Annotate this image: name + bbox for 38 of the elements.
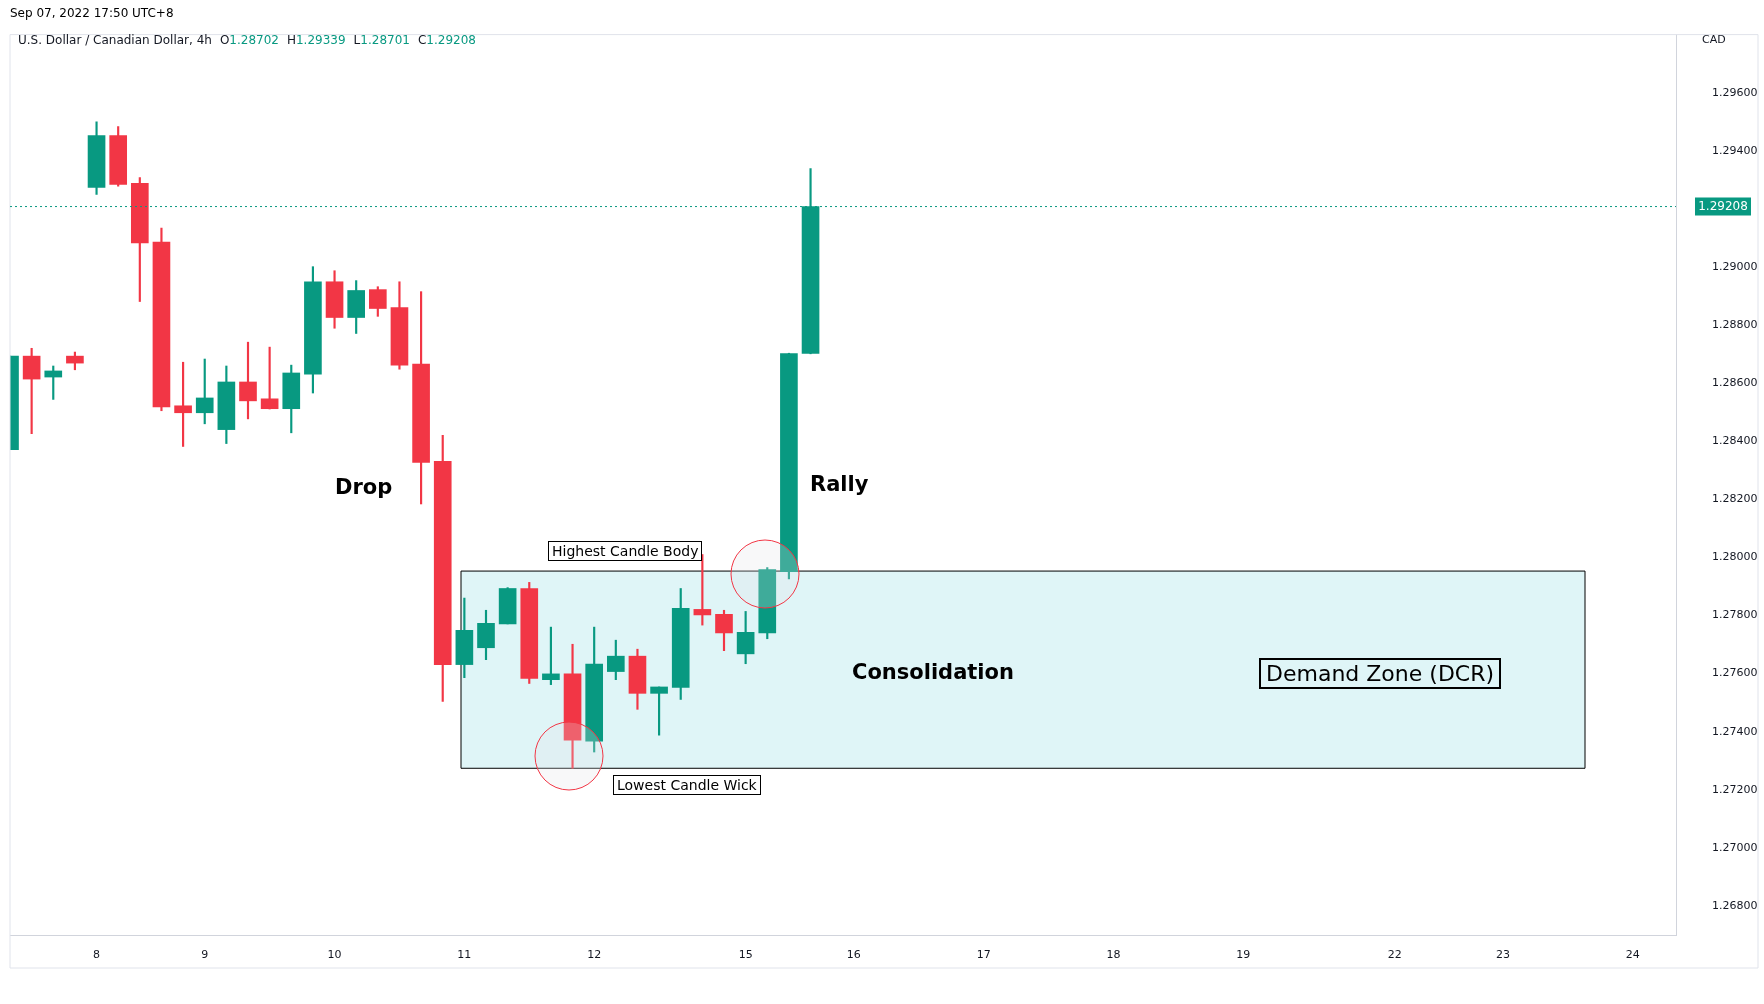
y-tick-label: 1.28200	[1712, 492, 1758, 506]
y-tick-label: 1.28000	[1712, 550, 1758, 564]
y-tick-label: 1.28400	[1712, 434, 1758, 448]
chart-title: U.S. Dollar / Canadian Dollar, 4h	[18, 33, 212, 47]
text: Sep 07, 2022 17:50 UTC+8	[10, 6, 174, 20]
y-tick-label: 1.27600	[1712, 666, 1758, 680]
annotation: Highest Candle Body	[548, 541, 703, 561]
x-tick-label: 10	[327, 948, 342, 962]
band-label: Demand Zone (DCR)	[1259, 658, 1502, 689]
annotation: Drop	[335, 475, 393, 499]
annotation: Lowest Candle Wick	[613, 775, 761, 795]
x-tick-label: 17	[976, 948, 991, 962]
x-tick-label: 16	[846, 948, 861, 962]
x-tick-label: 9	[201, 948, 209, 962]
y-axis-title: CAD	[1702, 33, 1726, 46]
ref-line-label: 1.29208	[1698, 198, 1748, 213]
chart-subtitle: O1.28702 H1.29339 L1.28701 C1.29208	[219, 33, 476, 47]
y-tick-label: 1.29000	[1712, 259, 1758, 273]
y-tick-label: 1.26800	[1712, 898, 1758, 912]
x-tick-label: 15	[738, 948, 753, 962]
x-tick-label: 8	[93, 948, 101, 962]
y-tick-label: 1.27800	[1712, 608, 1758, 622]
y-tick-label: 1.27400	[1712, 724, 1758, 738]
annotation: Consolidation	[852, 660, 1014, 684]
y-tick-label: 1.29600	[1712, 85, 1758, 99]
x-tick-label: 12	[587, 948, 602, 962]
annotation: Rally	[810, 472, 869, 496]
y-tick-label: 1.28800	[1712, 317, 1758, 331]
x-tick-label: 22	[1387, 948, 1402, 962]
x-tick-label: 23	[1495, 948, 1510, 962]
x-tick-label: 19	[1236, 948, 1251, 962]
y-tick-label: 1.27200	[1712, 782, 1758, 796]
x-tick-label: 11	[457, 948, 472, 962]
x-tick-label: 24	[1625, 948, 1640, 962]
y-tick-label: 1.27000	[1712, 840, 1758, 854]
y-tick-label: 1.28600	[1712, 376, 1758, 389]
x-tick-label: 18	[1106, 948, 1121, 962]
y-tick-label: 1.29400	[1712, 143, 1758, 157]
